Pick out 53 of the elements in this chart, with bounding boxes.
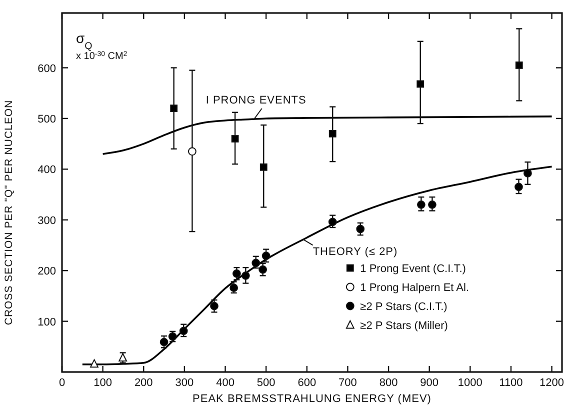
x-tick-label: 900 [420, 377, 439, 389]
y-tick-label: 500 [38, 113, 56, 126]
x-tick-label: 700 [338, 377, 357, 389]
x-tick-label: 600 [298, 377, 316, 389]
line-series [102, 116, 553, 155]
point [210, 302, 218, 310]
point [515, 62, 523, 69]
point [179, 326, 188, 336]
point [260, 163, 268, 171]
point [188, 147, 196, 156]
point [258, 265, 268, 274]
point [231, 135, 239, 142]
y-tick-label: 100 [38, 316, 56, 328]
x-axis-title: PEAK BREMSSTRAHLUNG ENERGY (MEV) [192, 393, 432, 405]
y-tick-label: 200 [38, 266, 56, 278]
y-tick-label: 300 [38, 214, 56, 227]
x-tick-label: 200 [134, 377, 153, 389]
legend-label: ≥2 P Stars (Miller) [360, 320, 448, 332]
annotation: x 10$^{-30}$ CM$^{2}$ [76, 50, 128, 62]
x-tick-label: 0 [58, 377, 66, 389]
point [416, 80, 424, 88]
point [416, 200, 426, 209]
point [90, 359, 98, 368]
x-tick-label: 1200 [540, 377, 564, 389]
legend-label: 1 Prong Event (C.I.T.) [360, 263, 466, 275]
x-tick-label: 1000 [458, 377, 482, 389]
point [328, 130, 336, 138]
legend-label: 1 Prong Halpern Et Al. [360, 282, 470, 294]
x-tick-label: 400 [216, 377, 234, 389]
legend-label: ≥2 P Stars (C.I.T.) [360, 301, 448, 313]
point [328, 218, 337, 226]
annotation: THEORY (≤ 2P) [312, 246, 398, 258]
x-tick-label: 800 [379, 377, 398, 389]
x-tick-label: 500 [256, 377, 276, 389]
x-tick-label: 1100 [499, 377, 523, 389]
annotation: I PRONG EVENTS [206, 94, 306, 106]
point [514, 182, 523, 192]
y-tick-label: 600 [38, 62, 56, 75]
point [252, 258, 260, 268]
line-series [82, 166, 553, 366]
y-tick-label: 400 [38, 164, 56, 176]
point [241, 271, 250, 280]
y-axis-title: CROSS SECTION PER "Q" PER NUCLEON [3, 100, 15, 326]
x-tick-label: 100 [94, 377, 112, 389]
x-tick-label: 300 [175, 377, 194, 389]
annotation: σ$_{Q}$ [76, 30, 93, 52]
point [170, 104, 178, 112]
point [428, 200, 436, 209]
point [356, 224, 365, 234]
point [262, 252, 270, 260]
point [118, 353, 128, 362]
point [524, 169, 532, 178]
point [160, 338, 168, 346]
